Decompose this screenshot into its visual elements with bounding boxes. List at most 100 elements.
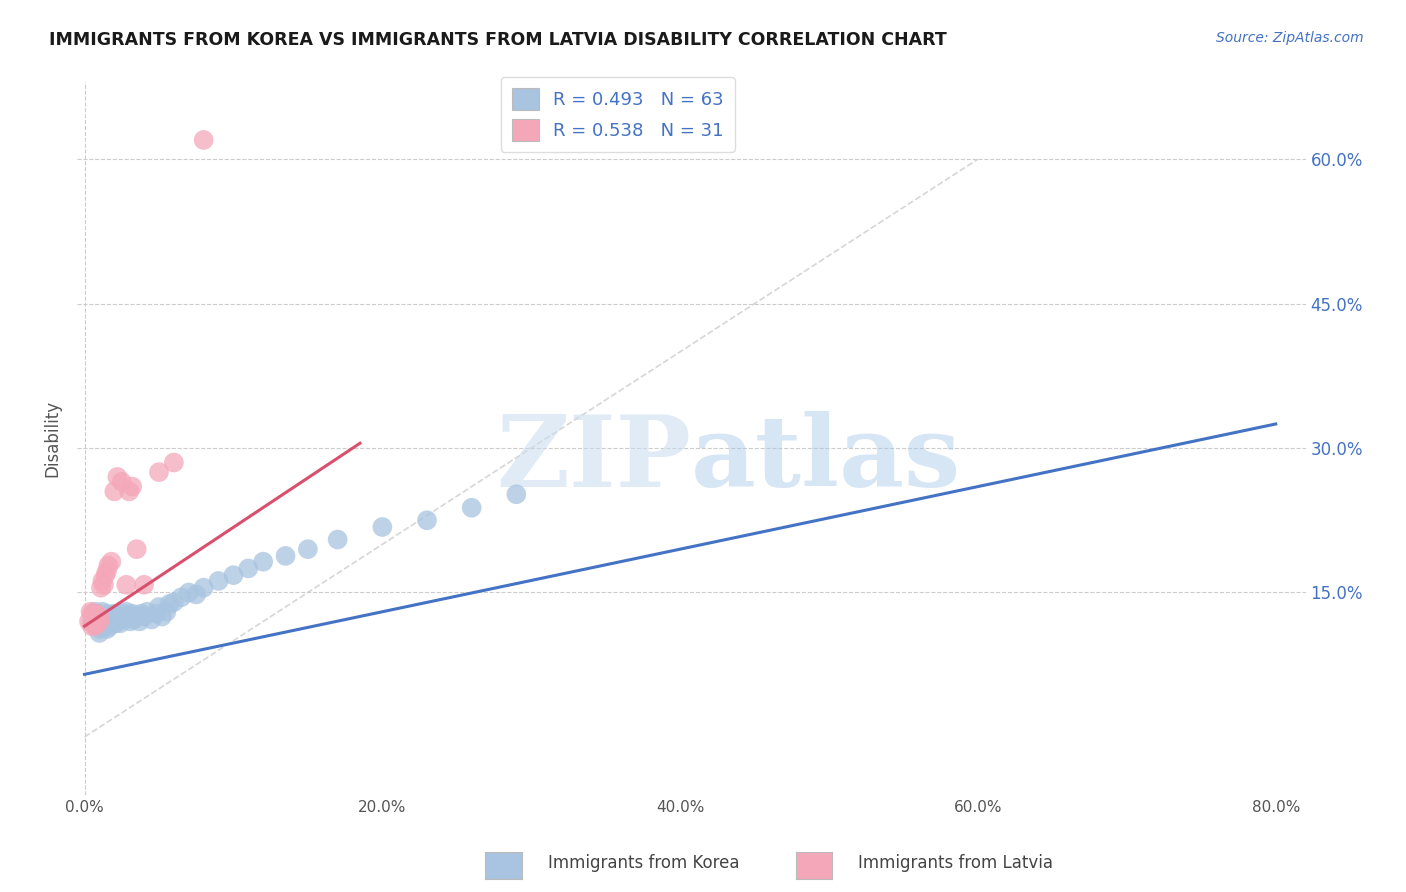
Point	[118, 484, 141, 499]
Point	[89, 615, 111, 629]
Point	[91, 615, 114, 629]
Point	[80, 619, 103, 633]
Point	[111, 475, 134, 489]
Text: Immigrants from Korea: Immigrants from Korea	[548, 855, 740, 872]
Point	[90, 581, 112, 595]
Point	[100, 616, 122, 631]
Point	[94, 616, 117, 631]
Point	[100, 555, 122, 569]
Point	[136, 605, 159, 619]
Point	[87, 616, 110, 631]
Point	[96, 607, 118, 621]
Point	[460, 500, 482, 515]
Point	[238, 561, 260, 575]
Point	[96, 564, 118, 578]
Point	[157, 597, 180, 611]
Point	[111, 609, 134, 624]
Point	[101, 612, 124, 626]
Point	[326, 533, 349, 547]
Point	[91, 574, 114, 588]
Point	[177, 585, 200, 599]
Point	[105, 470, 128, 484]
Point	[132, 578, 155, 592]
Point	[193, 133, 215, 147]
Point	[121, 607, 143, 621]
Point	[104, 616, 127, 631]
Point	[132, 609, 155, 624]
Text: atlas: atlas	[692, 411, 962, 508]
Text: ZIP: ZIP	[496, 411, 692, 508]
Point	[91, 605, 114, 619]
Point	[121, 479, 143, 493]
Point	[193, 581, 215, 595]
Point	[89, 619, 111, 633]
Point	[122, 612, 145, 626]
Point	[150, 609, 173, 624]
Point	[186, 587, 208, 601]
Point	[222, 568, 245, 582]
Point	[112, 607, 135, 621]
Point	[120, 615, 142, 629]
Point	[297, 542, 319, 557]
Point	[105, 609, 128, 624]
Point	[505, 487, 527, 501]
Point	[84, 615, 107, 629]
Point	[80, 607, 103, 621]
Text: IMMIGRANTS FROM KOREA VS IMMIGRANTS FROM LATVIA DISABILITY CORRELATION CHART: IMMIGRANTS FROM KOREA VS IMMIGRANTS FROM…	[49, 31, 948, 49]
Text: Source: ZipAtlas.com: Source: ZipAtlas.com	[1216, 31, 1364, 45]
Point	[148, 599, 170, 614]
Point	[93, 619, 115, 633]
Point	[86, 607, 108, 621]
Point	[93, 578, 115, 592]
Point	[77, 615, 100, 629]
Point	[97, 615, 120, 629]
Point	[96, 622, 118, 636]
Point	[115, 578, 138, 592]
Point	[114, 612, 136, 626]
Point	[89, 622, 111, 636]
Point	[103, 484, 125, 499]
Point	[115, 605, 138, 619]
Point	[252, 555, 274, 569]
Point	[89, 626, 111, 640]
Point	[84, 619, 107, 633]
Point	[416, 513, 439, 527]
Text: Immigrants from Latvia: Immigrants from Latvia	[858, 855, 1053, 872]
Point	[125, 609, 148, 624]
Point	[96, 612, 118, 626]
Point	[371, 520, 394, 534]
Point	[103, 615, 125, 629]
Point	[89, 616, 111, 631]
Point	[93, 609, 115, 624]
Point	[82, 609, 104, 624]
Point	[100, 609, 122, 624]
Point	[89, 612, 111, 626]
Point	[148, 465, 170, 479]
Point	[128, 615, 150, 629]
Point	[79, 605, 101, 619]
Point	[118, 609, 141, 624]
Point	[145, 607, 167, 621]
Point	[103, 607, 125, 621]
Y-axis label: Disability: Disability	[44, 400, 60, 477]
Point	[141, 612, 163, 626]
Point	[129, 607, 152, 621]
Point	[163, 455, 186, 469]
Point	[274, 549, 297, 563]
Legend: R = 0.493   N = 63, R = 0.538   N = 31: R = 0.493 N = 63, R = 0.538 N = 31	[501, 77, 734, 152]
Point	[80, 615, 103, 629]
Point	[107, 612, 129, 626]
Point	[94, 568, 117, 582]
Point	[163, 595, 186, 609]
Point	[207, 574, 229, 588]
Point	[155, 605, 177, 619]
Point	[86, 609, 108, 624]
Point	[110, 616, 132, 631]
Point	[170, 591, 193, 605]
Point	[89, 609, 111, 624]
Point	[87, 616, 110, 631]
Point	[84, 605, 107, 619]
Point	[97, 558, 120, 573]
Point	[86, 612, 108, 626]
Point	[82, 616, 104, 631]
